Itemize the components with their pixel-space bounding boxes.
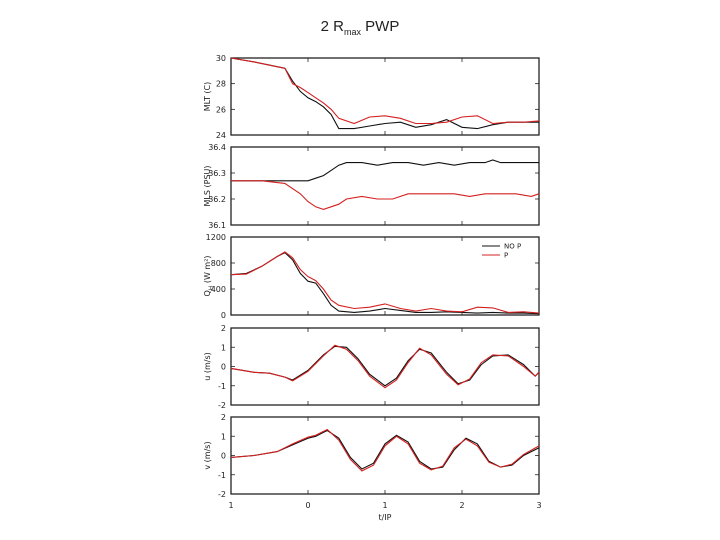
- series-line-p: [230, 428, 540, 472]
- y-axis-label: MLS (PSU): [203, 166, 212, 207]
- y-tick-label: 36.1: [208, 221, 226, 230]
- series-line-nop: [230, 57, 539, 130]
- y-tick-label: 36.4: [208, 143, 226, 152]
- series-line-p: [230, 57, 540, 125]
- panel-frame: [230, 327, 540, 406]
- series-line-p: [230, 344, 540, 389]
- chart-title: 2 Rmax PWP: [0, 18, 720, 37]
- y-tick-label: -2: [218, 490, 226, 499]
- y-tick-label: 400: [211, 285, 226, 294]
- panel-frame: [230, 236, 540, 316]
- series-line-p: [230, 251, 540, 314]
- panel-1: 24 26 28 30 MLT (C): [203, 54, 540, 140]
- title-main: 2 R: [320, 18, 344, 35]
- y-tick-label: 28: [216, 80, 226, 89]
- y-tick-label: 1: [221, 432, 226, 441]
- x-axis-label: t/IP: [378, 513, 391, 522]
- y-tick-label: 36.2: [208, 195, 226, 204]
- y-tick-label: 24: [216, 131, 226, 140]
- title-rest: PWP: [361, 18, 400, 35]
- series-line-nop: [230, 429, 540, 470]
- series-line-nop: [230, 345, 540, 387]
- y-axis-label-main: MLT (C): [203, 82, 212, 112]
- y-tick-label: 800: [211, 259, 226, 268]
- y-axis-label-main: Q: [203, 290, 212, 296]
- y-axis-label: u (m/s): [203, 352, 212, 381]
- panel-frame: [230, 416, 540, 495]
- panel-3: 0 400 800 1200 QH (W m²) NO PP: [203, 233, 540, 320]
- y-axis-label-sub: H: [208, 286, 215, 291]
- y-tick-label: -1: [218, 382, 226, 391]
- legend-label-nop: NO P: [504, 243, 521, 251]
- y-axis-label-rest: (W m²): [203, 255, 212, 285]
- y-tick-label: 26: [216, 105, 226, 114]
- y-tick-label: 0: [221, 452, 226, 461]
- panel-2: 36.1 36.2 36.3 36.4 MLS (PSU): [203, 143, 540, 230]
- panel-5: -2 -1 0 1 2 v (m/s): [203, 413, 540, 499]
- series-line-nop: [231, 159, 539, 182]
- y-tick-label: 36.3: [208, 169, 226, 178]
- y-tick-label: 1: [221, 343, 226, 352]
- y-axis-label-main: v (m/s): [203, 441, 212, 469]
- legend-label-p: P: [504, 252, 508, 260]
- series-line-p: [231, 180, 540, 210]
- x-tick-label: 1: [382, 501, 387, 510]
- y-axis-label: MLT (C): [203, 82, 212, 112]
- x-tick-label: 0: [305, 501, 310, 510]
- y-tick-label: -2: [218, 401, 226, 410]
- x-tick-label: 2: [459, 501, 464, 510]
- y-axis-label-main: u (m/s): [203, 352, 212, 381]
- y-tick-label: 2: [221, 413, 226, 422]
- y-axis-label-main: MLS (PSU): [203, 166, 212, 207]
- title-subscript: max: [343, 27, 361, 37]
- y-tick-label: 2: [221, 324, 226, 333]
- y-axis-label: v (m/s): [203, 441, 212, 469]
- y-tick-label: -1: [218, 471, 226, 480]
- panel-frame: [230, 146, 540, 226]
- x-tick-label: 3: [536, 501, 541, 510]
- y-tick-label: 1200: [206, 233, 226, 242]
- y-axis-label: QH (W m²): [203, 255, 215, 296]
- y-tick-label: 0: [221, 363, 226, 372]
- y-tick-label: 0: [221, 311, 226, 320]
- y-tick-label: 30: [216, 54, 226, 63]
- panel-4: -2 -1 0 1 2 u (m/s): [203, 324, 540, 410]
- series-line-nop: [230, 251, 540, 315]
- x-tick-label: 1: [228, 501, 233, 510]
